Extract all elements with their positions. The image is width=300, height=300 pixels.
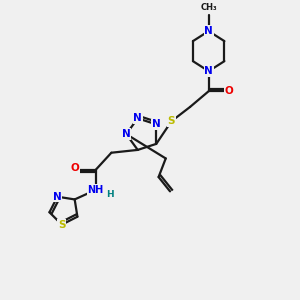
Text: CH₃: CH₃	[200, 3, 217, 12]
Text: N: N	[204, 66, 213, 76]
Text: N: N	[204, 26, 213, 36]
Text: O: O	[224, 86, 233, 96]
Text: H: H	[106, 190, 114, 199]
Text: S: S	[168, 116, 175, 126]
Text: N: N	[122, 129, 130, 139]
Text: N: N	[152, 119, 161, 129]
Text: N: N	[53, 192, 62, 202]
Text: N: N	[133, 113, 142, 123]
Text: O: O	[71, 164, 80, 173]
Text: NH: NH	[88, 185, 104, 195]
Text: S: S	[58, 220, 66, 230]
